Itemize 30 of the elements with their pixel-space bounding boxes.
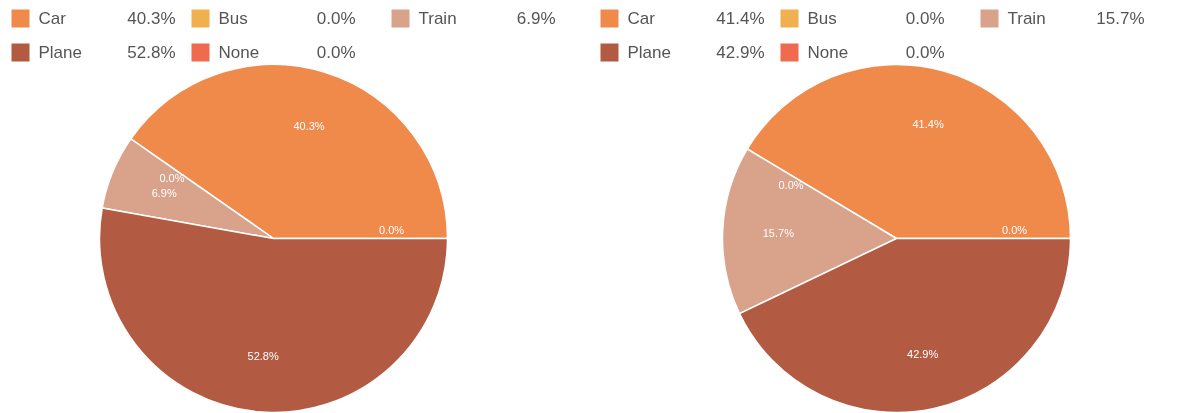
text: 52.8% — [127, 43, 176, 62]
text: 0.0% — [1001, 224, 1028, 237]
legend-label: Bus — [218, 9, 248, 28]
data-label: 40.3% — [293, 119, 325, 132]
legend-label: Bus — [807, 9, 837, 28]
legend-label: None — [218, 43, 260, 62]
data-label: 6.9% — [151, 187, 177, 200]
text: 42.9% — [716, 43, 765, 62]
legend-label: Car — [38, 9, 67, 28]
data-label: 41.4% — [912, 118, 944, 131]
legend-label: Train — [418, 9, 457, 28]
text: 0.0% — [316, 9, 356, 28]
legend-label: None — [807, 43, 849, 62]
data-label: 52.8% — [247, 350, 279, 363]
text: 6.9% — [516, 9, 556, 28]
data-label: 15.7% — [762, 226, 795, 239]
text: 40.3% — [127, 9, 176, 28]
text: 41.4% — [716, 9, 765, 28]
text: 15.7% — [1096, 9, 1145, 28]
text: 0.0% — [159, 171, 185, 184]
text: 0.0% — [905, 43, 945, 62]
text: 0.0% — [316, 43, 356, 62]
legend-label: Plane — [38, 43, 82, 62]
data-label: 42.9% — [907, 347, 939, 360]
text: 0.0% — [905, 9, 945, 28]
legend-label: Train — [1007, 9, 1046, 28]
text: 0.0% — [778, 178, 804, 191]
legend-label: Plane — [627, 43, 671, 62]
slice-label: Car — [627, 9, 656, 28]
text: 0.0% — [378, 224, 405, 237]
